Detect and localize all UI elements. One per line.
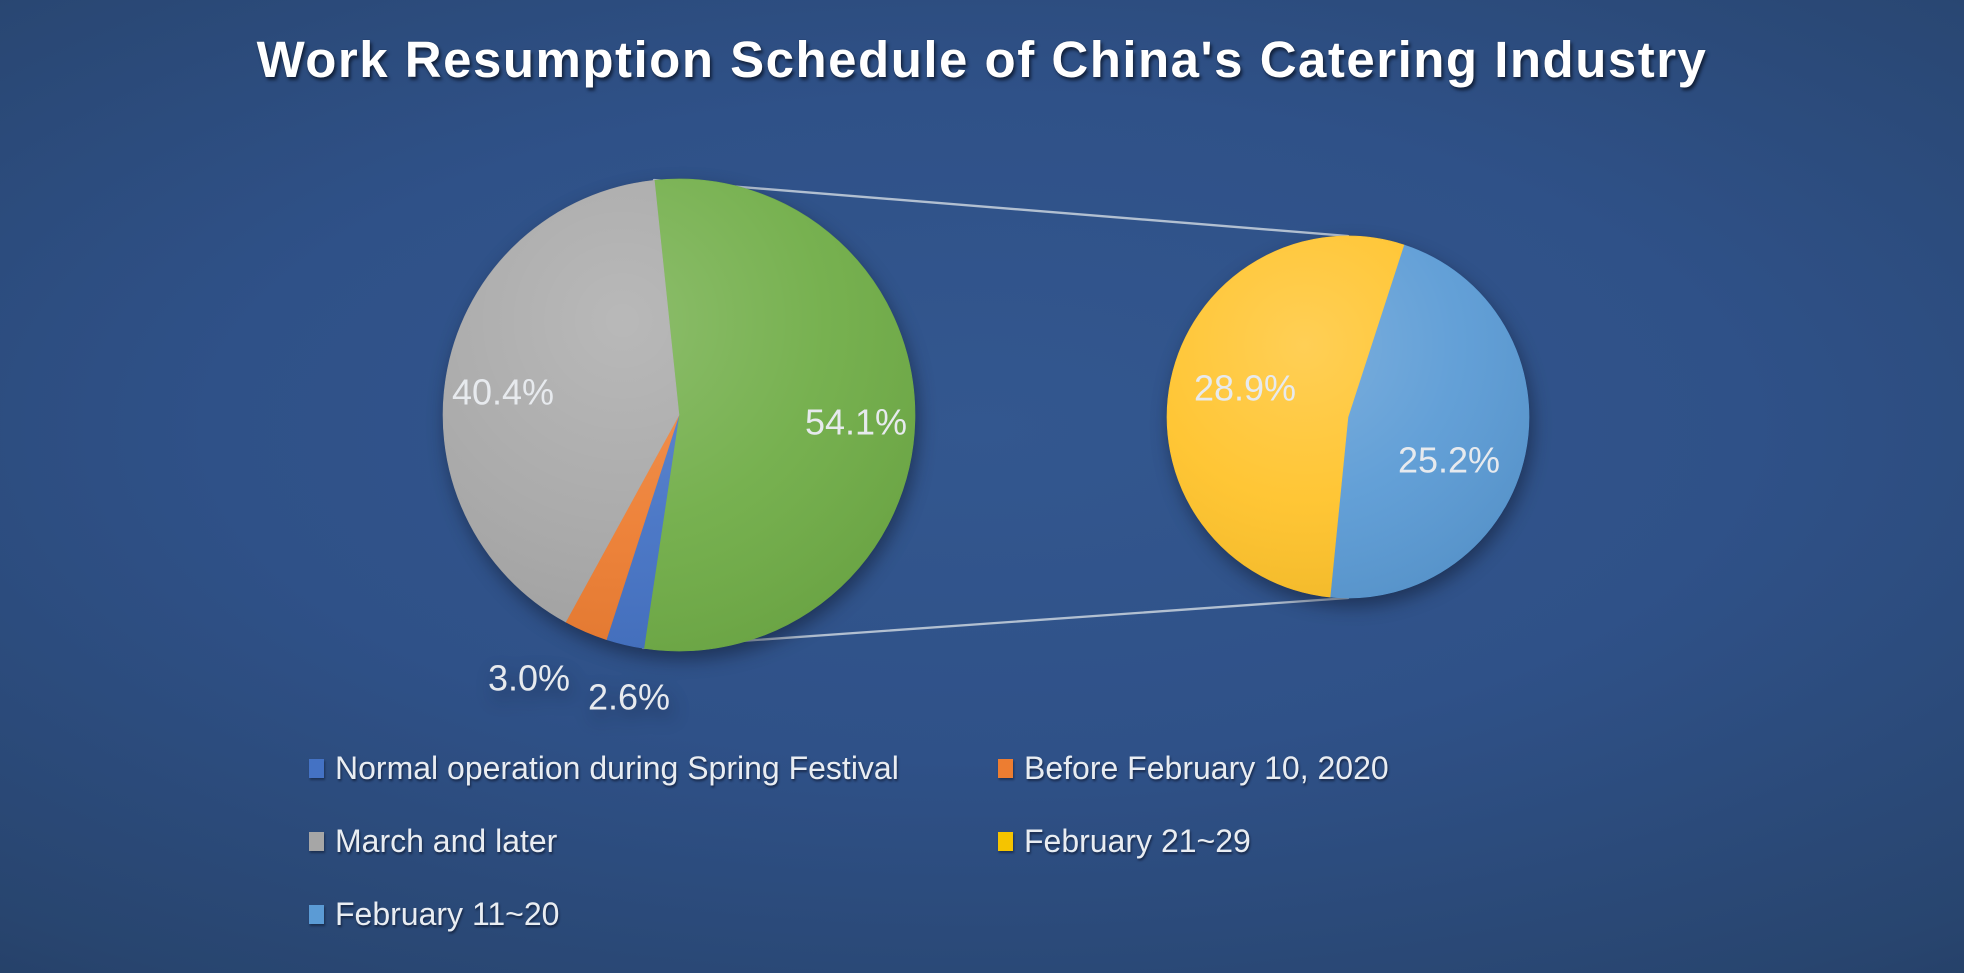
main-pie-data-label-0: 54.1%	[805, 402, 907, 443]
secondary-pie-data-label-0: 25.2%	[1398, 440, 1500, 481]
secondary-pie: 25.2% 28.9%	[1166, 235, 1530, 599]
main-pie-data-label-1: 2.6%	[588, 677, 670, 718]
main-pie-data-label-3: 40.4%	[452, 372, 554, 413]
main-pie-data-label-2: 3.0%	[488, 658, 570, 699]
chart-title: Work Resumption Schedule of China's Cate…	[256, 31, 1708, 88]
secondary-pie-data-label-1: 28.9%	[1194, 368, 1296, 409]
main-pie: 54.1% 2.6% 3.0% 40.4%	[442, 178, 916, 718]
